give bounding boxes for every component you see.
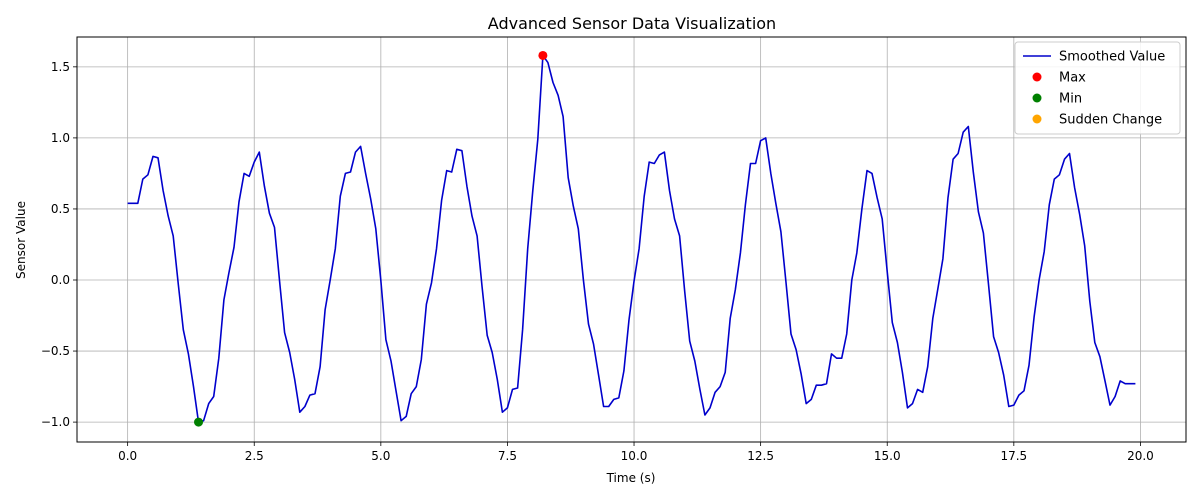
marker-min <box>194 417 204 427</box>
y-tick-label: 0.5 <box>51 202 70 216</box>
series-line-smoothed-value <box>127 54 1136 423</box>
legend-swatch-marker <box>1032 93 1042 103</box>
legend-label: Smoothed Value <box>1059 50 1165 65</box>
legend-swatch-marker <box>1032 114 1042 124</box>
legend-box <box>1014 41 1181 135</box>
marker-max <box>538 50 548 60</box>
x-tick-label: 5.0 <box>371 449 390 463</box>
x-axis: 0.0 2.5 5.0 7.5 10.0 12.5 15.0 17.5 20.0 <box>118 442 1154 463</box>
legend-swatch-marker <box>1032 72 1042 82</box>
chart-title: Advanced Sensor Data Visualization <box>488 14 776 33</box>
x-tick-label: 0.0 <box>118 449 137 463</box>
x-tick-label: 12.5 <box>747 449 774 463</box>
x-tick-label: 7.5 <box>498 449 517 463</box>
legend-label: Sudden Change <box>1059 113 1162 128</box>
x-tick-label: 17.5 <box>1000 449 1027 463</box>
legend: Smoothed Value Max Min Sudden Change <box>1014 41 1181 135</box>
y-tick-label: −1.0 <box>41 415 70 429</box>
x-tick-label: 10.0 <box>621 449 648 463</box>
legend-label: Max <box>1059 71 1086 86</box>
series-layer <box>127 50 1136 427</box>
legend-label: Min <box>1059 92 1082 107</box>
x-tick-label: 2.5 <box>245 449 264 463</box>
x-tick-label: 20.0 <box>1127 449 1154 463</box>
x-tick-label: 15.0 <box>874 449 901 463</box>
x-axis-title: Time (s) <box>606 471 656 485</box>
y-axis: −1.0 −0.5 0.0 0.5 1.0 1.5 <box>41 60 77 429</box>
y-tick-label: 0.0 <box>51 273 70 287</box>
y-tick-label: 1.0 <box>51 131 70 145</box>
y-tick-label: −0.5 <box>41 344 70 358</box>
y-tick-label: 1.5 <box>51 60 70 74</box>
y-axis-title: Sensor Value <box>14 201 28 279</box>
plot-frame <box>76 36 1187 443</box>
